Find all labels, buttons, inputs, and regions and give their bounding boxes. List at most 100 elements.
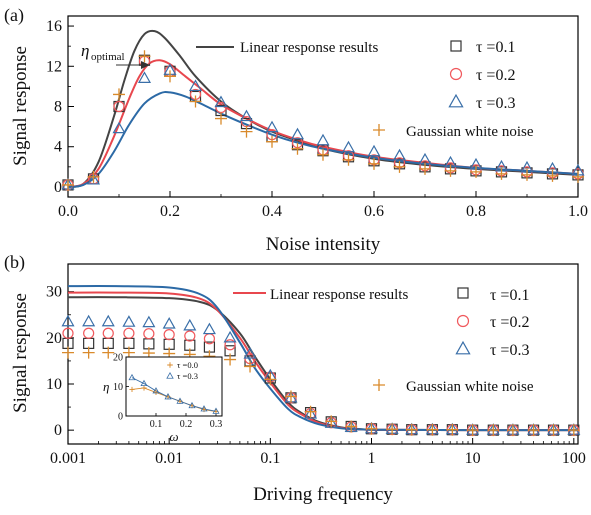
data-point-triangle bbox=[290, 127, 305, 140]
inset-point-triangle bbox=[176, 397, 184, 404]
data-point-plus bbox=[419, 162, 431, 175]
data-point-circle bbox=[224, 339, 236, 351]
panel-b-x-ticks: 0.001 0.01 0.1 1 10 100 bbox=[50, 438, 586, 467]
data-point-plus bbox=[62, 346, 74, 359]
inset-x-ticks: 0.1 0.2 0.3 bbox=[150, 413, 223, 430]
legend-a-plus-marker bbox=[373, 124, 385, 136]
data-point-plus bbox=[470, 165, 482, 178]
x-tick-label: 0.001 bbox=[50, 450, 86, 467]
inset-legend-tau-3: τ =0.3 bbox=[177, 371, 198, 381]
legend-a-noise-label: Gaussian white noise bbox=[406, 124, 534, 140]
data-point-circle bbox=[113, 100, 125, 113]
data-point-plus bbox=[102, 346, 115, 359]
data-point-plus bbox=[87, 170, 100, 183]
x-tick-label: 0.0 bbox=[58, 203, 78, 220]
data-point-triangle bbox=[214, 95, 228, 108]
data-point-plus bbox=[547, 424, 560, 437]
data-point-triangle bbox=[112, 121, 126, 134]
data-point-plus bbox=[215, 112, 227, 125]
data-point-plus bbox=[365, 422, 378, 435]
legend-plus bbox=[373, 379, 385, 391]
data-point-circle bbox=[83, 327, 95, 339]
y-tick-label: 4 bbox=[54, 139, 62, 156]
legend-a-line-label: Linear response results bbox=[240, 40, 378, 56]
inset-legend-triangle bbox=[166, 371, 174, 379]
data-point-circle bbox=[143, 328, 155, 340]
data-point-plus bbox=[386, 423, 399, 436]
data-point-plus bbox=[189, 95, 202, 108]
data-point-triangle bbox=[202, 322, 216, 335]
data-point-triangle bbox=[243, 347, 257, 359]
inset-point-triangle bbox=[212, 407, 220, 414]
data-point-plus bbox=[244, 360, 257, 373]
data-point-circle bbox=[163, 329, 175, 341]
inset-point-triangle bbox=[128, 373, 136, 381]
legend-a-circle-marker bbox=[449, 67, 463, 81]
legend-triangle bbox=[448, 93, 464, 108]
y-tick-label: 0 bbox=[54, 422, 62, 439]
inset-point-triangle bbox=[152, 387, 160, 394]
model-curve-1 bbox=[67, 29, 579, 188]
data-point-plus bbox=[284, 390, 297, 403]
x-tick-label: 0.4 bbox=[262, 203, 282, 220]
y-tick-label: 8 bbox=[54, 99, 62, 116]
inset-x-tick-label: 0.2 bbox=[180, 419, 193, 430]
eta-arrow-head bbox=[141, 61, 150, 69]
data-point-plus bbox=[325, 415, 338, 428]
y-tick-label: 30 bbox=[46, 284, 62, 301]
inset-legend-tau-0: τ =0.0 bbox=[177, 360, 198, 370]
data-point-plus bbox=[368, 157, 380, 170]
legend-circle bbox=[449, 67, 463, 81]
data-point-plus bbox=[113, 88, 125, 101]
inset-point-plus bbox=[141, 385, 147, 391]
x-tick-label: 0.8 bbox=[466, 203, 486, 220]
legend-plus bbox=[373, 124, 385, 136]
model-curve-2 bbox=[67, 59, 579, 188]
data-point-plus bbox=[495, 167, 508, 180]
legend-b-tau-1: τ =0.1 bbox=[490, 287, 529, 304]
panel-b-legend: Linear response results τ =0.1 τ =0.2 τ … bbox=[233, 287, 534, 395]
panel-a-y-ticks: 0 4 8 12 16 bbox=[46, 18, 74, 196]
inset-point-triangle bbox=[188, 401, 196, 409]
panel-b-x-axis-label: Driving frequency bbox=[253, 484, 393, 505]
data-point-plus bbox=[466, 424, 479, 437]
data-point-plus bbox=[444, 164, 457, 177]
data-point-plus bbox=[304, 405, 317, 418]
legend-b-square-marker bbox=[457, 287, 469, 299]
legend-square bbox=[450, 40, 462, 52]
x-tick-label: 0.01 bbox=[155, 450, 183, 467]
data-point-plus bbox=[82, 346, 95, 359]
x-tick-label: 100 bbox=[562, 450, 586, 467]
data-point-triangle bbox=[341, 140, 356, 153]
data-point-triangle bbox=[367, 144, 381, 157]
legend-b-noise-label: Gaussian white noise bbox=[406, 379, 534, 395]
inset-y-tick-label: 20 bbox=[113, 353, 123, 364]
legend-triangle bbox=[455, 340, 471, 355]
data-point-plus bbox=[291, 142, 304, 155]
panel-a: (a) 0.0 0.2 0.4 0.6 0.8 1.0 0 4 8 12 16 Noise int… bbox=[4, 5, 588, 255]
legend-square bbox=[457, 287, 469, 299]
data-point-triangle bbox=[86, 172, 101, 185]
legend-a-tau-3: τ =0.3 bbox=[476, 95, 515, 112]
data-point-triangle bbox=[82, 314, 96, 327]
data-point-plus bbox=[264, 373, 277, 386]
data-point-triangle bbox=[142, 315, 156, 328]
legend-b-triangle-marker bbox=[455, 340, 471, 355]
data-point-plus bbox=[345, 420, 358, 433]
data-point-triangle bbox=[183, 318, 197, 331]
data-point-triangle bbox=[316, 133, 330, 146]
data-point-triangle bbox=[239, 109, 254, 122]
y-tick-label: 0 bbox=[54, 179, 62, 196]
inset-legend-plus bbox=[167, 362, 173, 368]
legend-a-tau-2: τ =0.2 bbox=[476, 67, 515, 84]
data-point-triangle bbox=[392, 148, 407, 161]
y-tick-label: 16 bbox=[46, 18, 62, 35]
data-point-plus bbox=[446, 423, 459, 436]
x-tick-label: 1 bbox=[367, 450, 375, 467]
inset-x-tick-label: 0.3 bbox=[210, 419, 223, 430]
inset-x-axis-label: ω bbox=[169, 429, 178, 444]
data-point-circle bbox=[102, 327, 114, 339]
data-point-triangle bbox=[223, 330, 237, 343]
data-point-circle bbox=[184, 330, 196, 342]
inset-frame bbox=[125, 356, 223, 417]
